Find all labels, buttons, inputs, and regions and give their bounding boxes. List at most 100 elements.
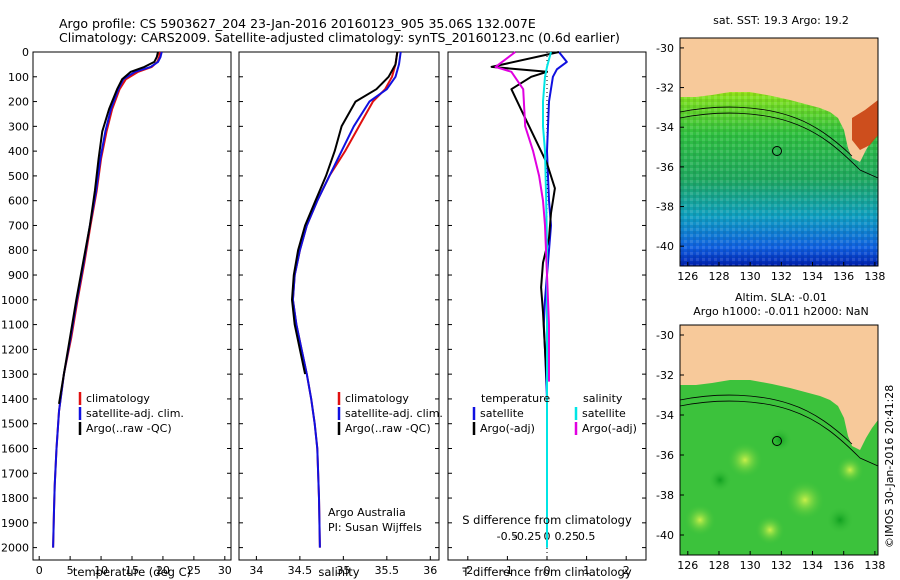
lat-tick-label: -40 <box>656 529 674 542</box>
lat-tick-label: -32 <box>656 369 674 382</box>
series-line-argo-raw-qc <box>291 51 399 375</box>
lon-tick-label: 132 <box>771 270 792 283</box>
depth-tick-label: 0 <box>22 46 29 59</box>
legend-label-t-argo: Argo(-adj) <box>480 422 535 435</box>
x-tick-label: 34.5 <box>288 564 313 577</box>
depth-tick-label: 1500 <box>1 418 29 431</box>
legend-head-salinity: salinity <box>583 392 623 405</box>
lon-tick-label: 134 <box>802 559 823 572</box>
legend-label-satellite: satellite-adj. clim. <box>86 407 184 420</box>
legend-label-s-argo: Argo(-adj) <box>582 422 637 435</box>
depth-tick-label: 2000 <box>1 542 29 555</box>
x-tick-label: 0 <box>544 564 551 577</box>
figure-title-line2: Climatology: CARS2009. Satellite-adjuste… <box>59 30 620 45</box>
salinity-xlabel: salinity <box>318 565 359 579</box>
sla-map-title-line1: Altim. SLA: -0.01 <box>735 291 827 304</box>
x-tick-label: 35 <box>336 564 350 577</box>
depth-tick-label: 900 <box>8 269 29 282</box>
lat-tick-label: -40 <box>656 240 674 253</box>
x-tick-label: 5 <box>67 564 74 577</box>
depth-tick-label: 1600 <box>1 442 29 455</box>
sla-map <box>679 324 879 556</box>
x-tick-label: 15 <box>125 564 139 577</box>
salinity-panel <box>238 51 440 561</box>
depth-tick-label: 1100 <box>1 319 29 332</box>
x-tick-label: 34 <box>249 564 263 577</box>
difference-legend: temperature salinity satellite Argo(-adj… <box>472 392 637 435</box>
lon-tick-label: 126 <box>677 270 698 283</box>
difference-xlabel: T difference from climatology <box>461 565 632 579</box>
lon-tick-label: 126 <box>677 559 698 572</box>
depth-tick-label: 400 <box>8 145 29 158</box>
depth-tick-label: 200 <box>8 96 29 109</box>
salinity-profiles: 34 34.5 35 35.5 36 <box>249 51 437 577</box>
lon-tick-label: 136 <box>833 270 854 283</box>
sla-land <box>680 325 878 450</box>
legend-label-t-satellite: satellite <box>480 407 524 420</box>
temperature-panel <box>32 51 232 561</box>
difference-profiles: -2 -1 0 1 2-0.5-0.25 0 0.250.5 <box>462 51 630 577</box>
x-tick-label: 35.5 <box>375 564 400 577</box>
lat-tick-label: -30 <box>656 329 674 342</box>
depth-axis: 0 100 200 300 400 500 600 700 800 900 1000 1100 1200… <box>1 46 29 555</box>
lon-tick-label: 130 <box>740 559 761 572</box>
x-tick-label: 2 <box>623 564 630 577</box>
series-line-satellite-salinity <box>542 51 552 548</box>
lat-tick-label: -38 <box>656 201 674 214</box>
lon-tick-label: 136 <box>833 559 854 572</box>
legend-label-s-satellite: satellite <box>582 407 626 420</box>
x-tick-label: -1 <box>502 564 513 577</box>
lat-tick-label: -38 <box>656 489 674 502</box>
x-tick-label: 1 <box>583 564 590 577</box>
lat-tick-label: -36 <box>656 161 674 174</box>
lon-tick-label: 138 <box>864 270 885 283</box>
depth-tick-label: 100 <box>8 71 29 84</box>
depth-tick-label: 1200 <box>1 343 29 356</box>
series-line-argo-adj <box>490 51 560 387</box>
s-diff-tick-label: -0.5 <box>497 530 518 543</box>
s-diff-tick-label: 0.5 <box>578 530 596 543</box>
lon-tick-label: 132 <box>771 559 792 572</box>
x-tick-label: 30 <box>218 564 232 577</box>
series-line-argo-raw-qc <box>58 51 159 405</box>
lon-tick-label: 138 <box>864 559 885 572</box>
s-diff-tick-label: 0.25 <box>555 530 580 543</box>
imos-credit: ©IMOS 30-Jan-2016 20:41:28 <box>883 385 896 548</box>
depth-tick-label: 300 <box>8 120 29 133</box>
lat-tick-label: -34 <box>656 121 674 134</box>
depth-tick-label: 500 <box>8 170 29 183</box>
x-tick-label: 10 <box>94 564 108 577</box>
lat-tick-label: -36 <box>656 449 674 462</box>
argo-location-marker <box>772 436 782 446</box>
lat-tick-label: -32 <box>656 82 674 95</box>
legend-head-temperature: temperature <box>481 392 550 405</box>
pi-note: PI: Susan Wijffels <box>328 521 422 534</box>
argo-location-marker <box>772 146 782 156</box>
temperature-profiles: 0 5 10 15 20 25 30 <box>36 51 232 577</box>
sst-map <box>679 37 879 267</box>
depth-tick-label: 1300 <box>1 368 29 381</box>
lon-tick-label: 128 <box>708 559 729 572</box>
lon-tick-label: 130 <box>740 270 761 283</box>
legend-label-argo: Argo(..raw -QC) <box>86 422 172 435</box>
argo-australia-note: Argo Australia <box>328 506 406 519</box>
sst-land <box>680 38 878 162</box>
lon-tick-label: 134 <box>802 270 823 283</box>
legend-label-climatology: climatology <box>86 392 150 405</box>
depth-tick-label: 700 <box>8 219 29 232</box>
difference-x2label: S difference from climatology <box>462 513 632 527</box>
depth-tick-label: 800 <box>8 244 29 257</box>
panel-tick-marks <box>33 51 646 549</box>
sla-map-title-line2: Argo h1000: -0.011 h2000: NaN <box>693 305 869 318</box>
depth-tick-label: 1800 <box>1 492 29 505</box>
x-tick-label: 0 <box>36 564 43 577</box>
depth-tick-label: 1000 <box>1 294 29 307</box>
depth-tick-label: 1900 <box>1 517 29 530</box>
figure-title-line1: Argo profile: CS 5903627_204 23-Jan-2016… <box>59 16 536 31</box>
depth-tick-label: 1400 <box>1 393 29 406</box>
lat-tick-label: -30 <box>656 42 674 55</box>
map-axes: -30 -32 -34 -36 -38 -40 126 128 130 132 134 136 138 -… <box>656 42 885 572</box>
salinity-legend: climatology satellite-adj. clim. Argo(..… <box>337 392 443 435</box>
depth-tick-label: 600 <box>8 195 29 208</box>
